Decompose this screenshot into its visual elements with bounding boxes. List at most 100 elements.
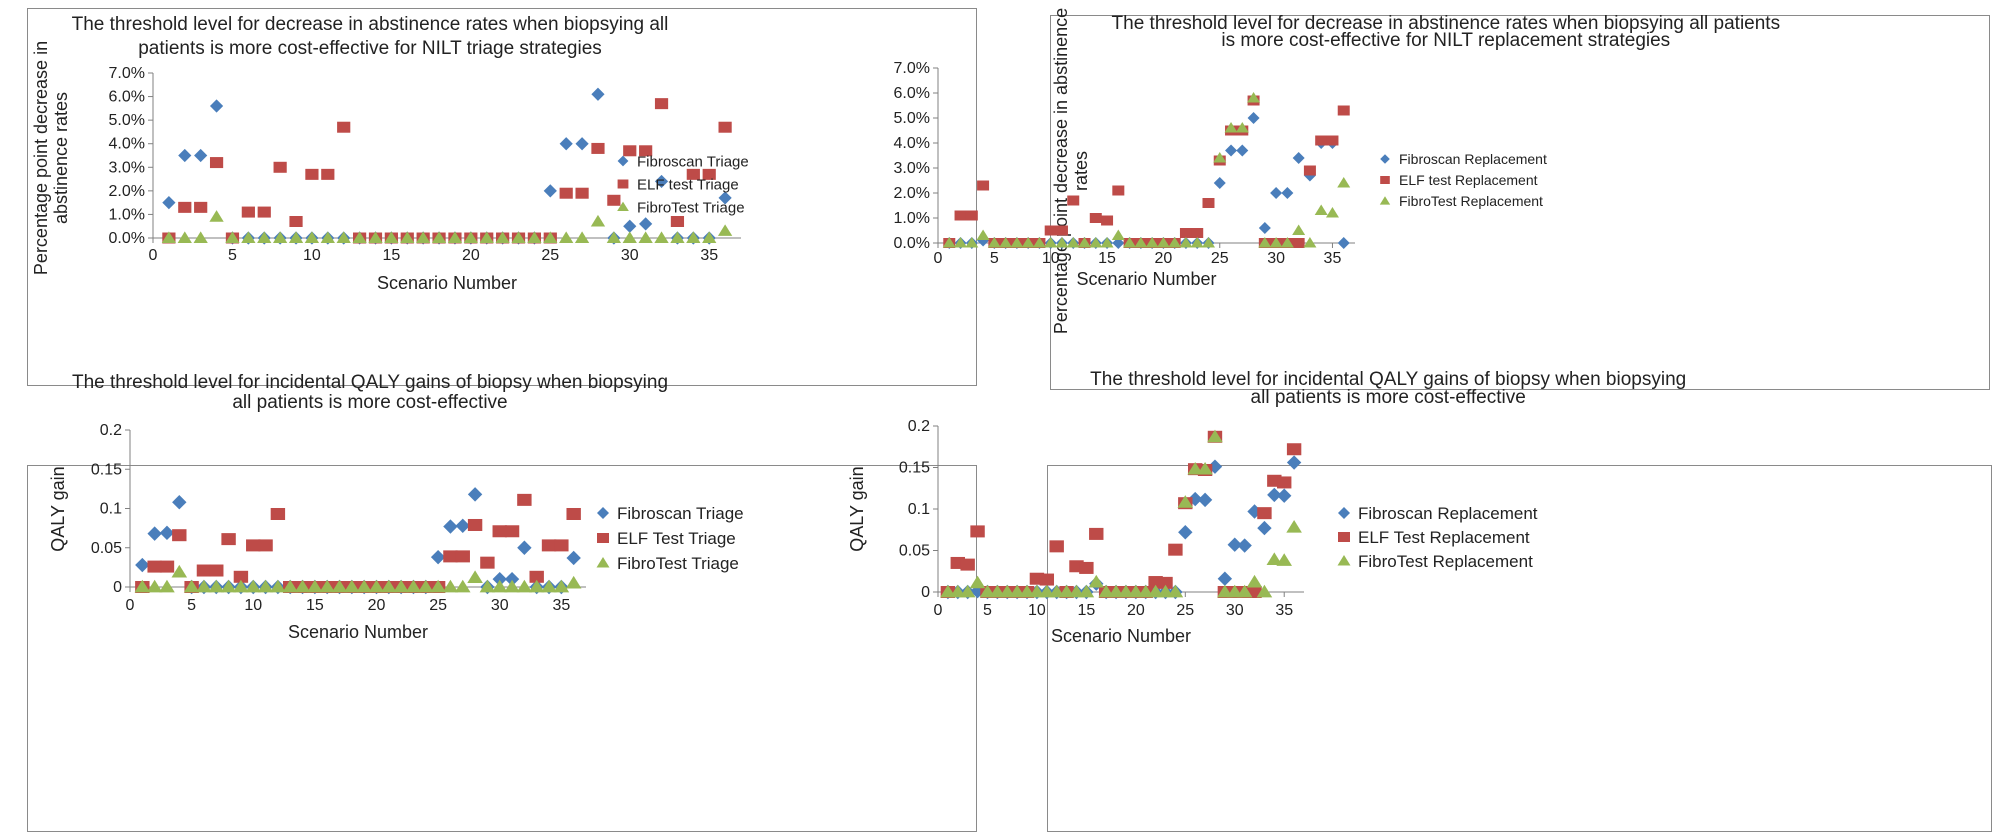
data-point-square [480, 556, 495, 569]
data-point-triangle [442, 579, 459, 593]
data-point-diamond [455, 518, 470, 533]
x-tick-label: 0 [149, 247, 158, 264]
data-point-triangle [979, 584, 996, 598]
data-point-triangle [1118, 584, 1134, 598]
data-point-triangle [1088, 574, 1105, 588]
chart-svg-3: The threshold level for incidental QALY … [48, 372, 744, 642]
data-point-triangle [1058, 584, 1075, 598]
data-point-diamond [543, 184, 557, 198]
data-point-triangle [606, 231, 622, 243]
data-point-triangle [241, 231, 256, 243]
data-point-square [1067, 195, 1080, 206]
x-tick-label: 35 [700, 247, 718, 264]
data-point-triangle [527, 231, 542, 243]
data-point-triangle [282, 579, 299, 593]
data-point-triangle [1179, 237, 1193, 248]
y-tick-label: 0.2 [100, 422, 122, 439]
data-point-triangle [1156, 237, 1170, 248]
data-point-triangle [193, 231, 208, 243]
data-point-triangle [559, 231, 574, 243]
data-point-square [529, 570, 544, 583]
y-tick-label: 3.0% [109, 159, 145, 176]
chart-svg-2: The threshold level for decrease in abst… [894, 8, 1781, 334]
square-marker-icon [617, 179, 629, 189]
data-point-triangle [1134, 237, 1148, 248]
data-point-square [194, 201, 208, 213]
data-point-diamond [1217, 571, 1233, 586]
chart-svg-1: The threshold level for decrease in abst… [31, 14, 749, 293]
data-point-triangle [294, 579, 311, 593]
y-tick-label: 0.0% [109, 230, 145, 247]
data-point-triangle [1303, 237, 1317, 248]
data-point-triangle [183, 579, 200, 593]
x-tick-label: 25 [541, 247, 559, 264]
y-axis-label: rates [1071, 151, 1091, 191]
x-tick-label: 15 [382, 247, 400, 264]
data-point-diamond [1270, 187, 1283, 199]
chart-title-line: The threshold level for incidental QALY … [72, 372, 668, 393]
data-point-triangle [1226, 584, 1243, 598]
data-point-triangle [1177, 495, 1194, 508]
data-point-triangle [467, 570, 483, 583]
x-tick-label: 30 [1267, 250, 1285, 267]
data-point-triangle [1292, 224, 1306, 235]
data-point-diamond [718, 191, 732, 205]
data-point-triangle [987, 237, 1001, 248]
square-marker-icon [1380, 176, 1390, 184]
legend-label: FibroTest Replacement [1358, 552, 1533, 571]
y-axis-label: Percentage point decrease in [31, 41, 51, 275]
data-point-diamond [147, 526, 162, 541]
data-point-triangle [702, 231, 717, 243]
diamond-marker-icon [1338, 507, 1350, 519]
data-point-triangle [400, 231, 415, 243]
data-point-triangle [272, 231, 288, 243]
chart-panel-1: The threshold level for decrease in abst… [27, 8, 977, 386]
data-point-diamond [178, 148, 192, 163]
x-tick-label: 10 [244, 597, 262, 614]
y-tick-label: 0.05 [91, 540, 122, 557]
x-tick-label: 5 [228, 247, 237, 264]
data-point-square [960, 558, 975, 571]
data-point-square [718, 121, 732, 133]
data-point-triangle [447, 231, 463, 243]
data-point-square [492, 525, 507, 538]
data-point-square [233, 570, 249, 583]
data-point-triangle [336, 231, 351, 243]
data-point-triangle [1314, 204, 1328, 215]
data-point-triangle [1098, 584, 1114, 598]
data-point-triangle [1246, 574, 1263, 588]
data-point-triangle [670, 231, 685, 243]
y-tick-label: 0.05 [899, 543, 930, 560]
data-point-triangle [161, 231, 177, 243]
data-point-diamond [443, 519, 458, 534]
data-point-square [639, 145, 653, 157]
data-point-triangle [1269, 237, 1283, 248]
data-point-triangle [209, 210, 224, 222]
x-tick-label: 25 [1176, 602, 1194, 619]
data-point-triangle [1236, 584, 1253, 598]
x-tick-label: 20 [462, 247, 480, 264]
data-point-triangle [1039, 584, 1055, 598]
data-point-diamond [1292, 152, 1305, 164]
data-point-diamond [1258, 222, 1271, 234]
data-point-square [1112, 185, 1125, 196]
data-point-square [541, 539, 557, 552]
data-point-square [559, 187, 573, 199]
data-point-diamond [1236, 144, 1249, 157]
data-point-square [1292, 238, 1305, 248]
data-point-triangle [1029, 584, 1045, 598]
y-tick-label: 5.0% [109, 112, 145, 129]
data-point-triangle [999, 237, 1013, 248]
data-point-triangle [999, 584, 1016, 598]
data-point-triangle [541, 579, 557, 593]
y-tick-label: 6.0% [894, 85, 930, 102]
data-point-triangle [1217, 584, 1233, 598]
data-point-diamond [1178, 525, 1193, 540]
triangle-marker-icon [1379, 196, 1391, 205]
data-point-square [1326, 135, 1339, 146]
data-point-square [1079, 561, 1094, 574]
data-point-triangle [1157, 584, 1174, 598]
data-point-triangle [1145, 237, 1159, 248]
data-point-diamond [172, 495, 187, 510]
data-point-square [257, 206, 271, 218]
